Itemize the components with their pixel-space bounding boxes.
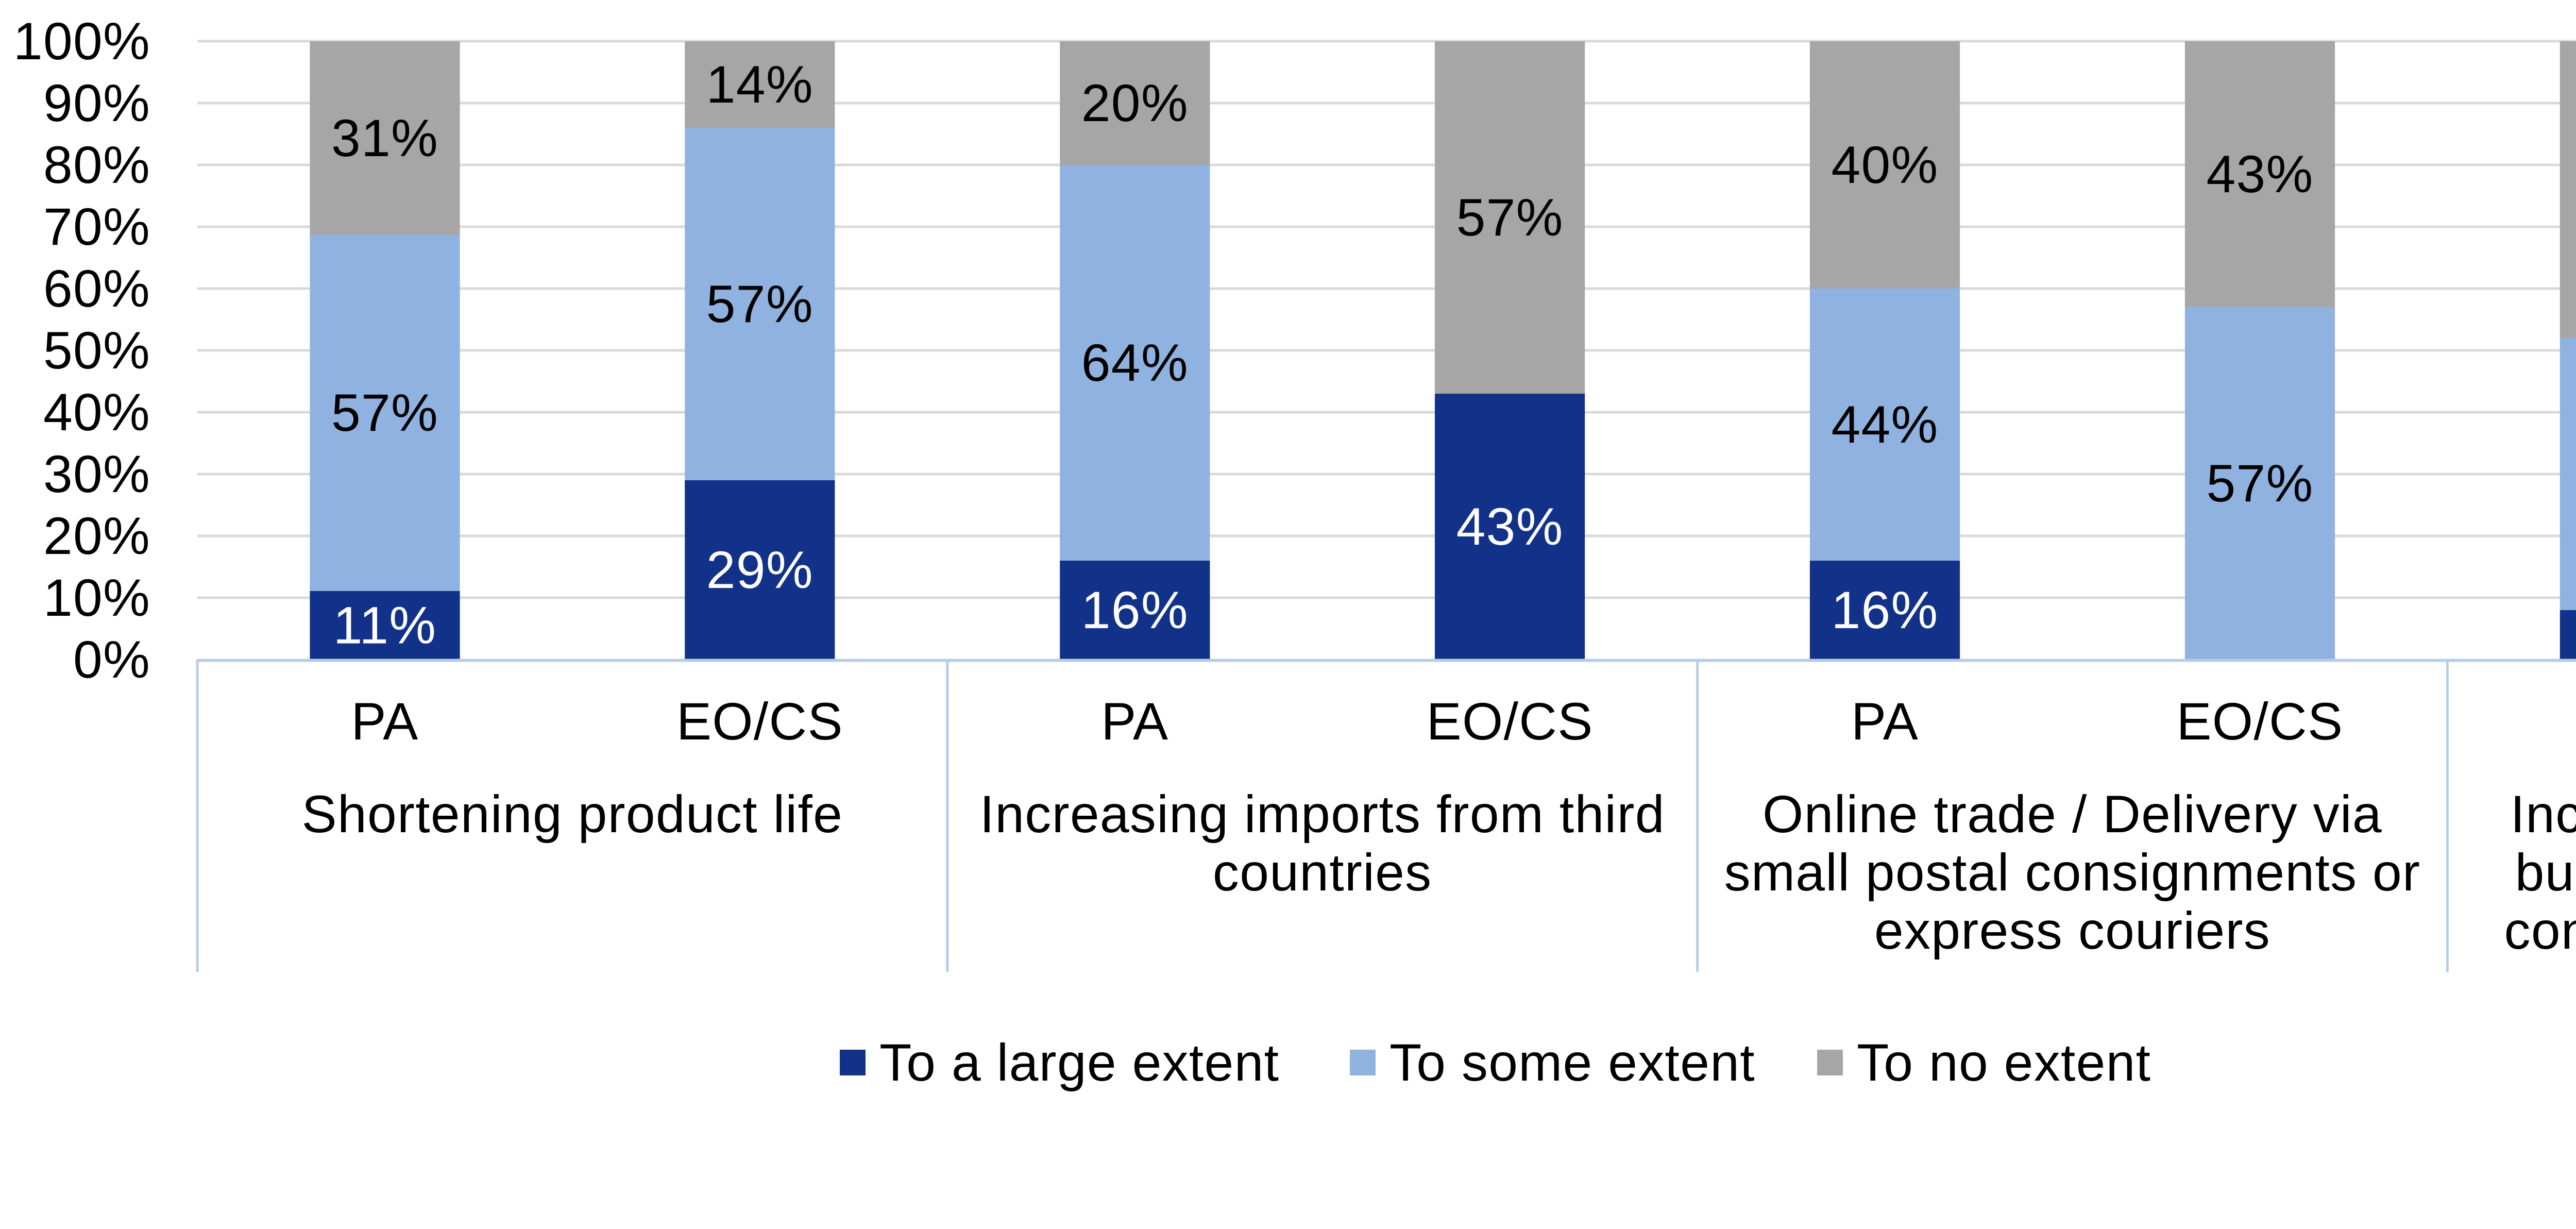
svg-text:50%: 50%	[43, 321, 150, 380]
svg-text:countries: countries	[1213, 843, 1432, 902]
svg-text:29%: 29%	[706, 541, 814, 599]
svg-text:100%: 100%	[13, 12, 150, 71]
svg-text:To no extent: To no extent	[1857, 1033, 2151, 1092]
svg-text:PA: PA	[351, 692, 418, 751]
svg-text:small postal consignments or: small postal consignments or	[1724, 843, 2421, 902]
svg-text:57%: 57%	[2206, 454, 2313, 513]
svg-text:43%: 43%	[1456, 497, 1564, 556]
svg-text:57%: 57%	[331, 383, 438, 442]
svg-text:57%: 57%	[1456, 188, 1564, 247]
svg-text:70%: 70%	[43, 197, 150, 256]
svg-text:44%: 44%	[1831, 395, 1938, 454]
svg-text:11%: 11%	[333, 596, 436, 654]
svg-text:16%: 16%	[1831, 581, 1938, 639]
svg-text:14%: 14%	[706, 55, 814, 114]
svg-text:To some extent: To some extent	[1389, 1033, 1755, 1092]
svg-text:Increasing imports from third: Increasing imports from third	[980, 785, 1665, 844]
svg-text:40%: 40%	[43, 383, 150, 442]
svg-text:57%: 57%	[706, 275, 814, 333]
svg-text:31%: 31%	[331, 109, 438, 167]
svg-text:Shortening product life: Shortening product life	[302, 785, 843, 844]
svg-text:10%: 10%	[43, 568, 150, 627]
svg-text:80%: 80%	[43, 136, 150, 194]
svg-text:60%: 60%	[43, 259, 150, 318]
svg-text:budgetary: budgetary	[2515, 843, 2576, 902]
svg-text:30%: 30%	[43, 445, 150, 503]
svg-text:90%: 90%	[43, 74, 150, 132]
svg-text:64%: 64%	[1081, 333, 1189, 392]
svg-text:EO/CS: EO/CS	[676, 692, 843, 751]
svg-text:PA: PA	[1851, 692, 1919, 751]
svg-text:To a large extent: To a large extent	[879, 1033, 1279, 1092]
svg-text:0%: 0%	[73, 630, 150, 689]
svg-text:43%: 43%	[2206, 145, 2313, 204]
svg-text:express couriers: express couriers	[1874, 901, 2270, 960]
svg-text:EO/CS: EO/CS	[1427, 692, 1594, 751]
svg-text:PA: PA	[1101, 692, 1168, 751]
svg-text:40%: 40%	[1831, 136, 1938, 194]
svg-text:EO/CS: EO/CS	[2176, 692, 2343, 751]
svg-text:Increasing: Increasing	[2510, 785, 2576, 844]
svg-text:constraints: constraints	[2504, 901, 2576, 960]
svg-text:16%: 16%	[1081, 581, 1189, 639]
svg-text:20%: 20%	[43, 507, 150, 565]
svg-text:20%: 20%	[1081, 74, 1189, 132]
svg-text:Online trade / Delivery via: Online trade / Delivery via	[1762, 785, 2382, 844]
